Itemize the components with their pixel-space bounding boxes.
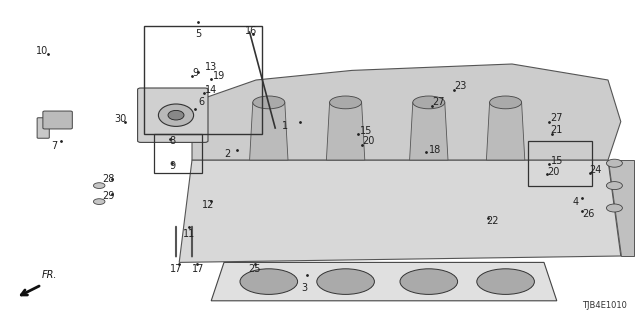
Text: 28: 28 [102, 174, 115, 184]
Text: FR.: FR. [42, 270, 57, 280]
Text: 5: 5 [195, 28, 202, 39]
Ellipse shape [607, 204, 623, 212]
Ellipse shape [317, 269, 374, 294]
Text: 7: 7 [51, 140, 58, 151]
Text: 15: 15 [550, 156, 563, 166]
Ellipse shape [159, 104, 193, 126]
Text: 10: 10 [35, 46, 48, 56]
Text: 25: 25 [248, 264, 261, 275]
Text: 18: 18 [429, 145, 442, 156]
Ellipse shape [490, 96, 522, 109]
Ellipse shape [240, 269, 298, 294]
FancyBboxPatch shape [37, 118, 49, 138]
Text: 17: 17 [170, 264, 182, 275]
Ellipse shape [607, 182, 623, 189]
Polygon shape [608, 160, 634, 256]
Ellipse shape [168, 110, 184, 120]
Text: 6: 6 [198, 97, 205, 108]
Text: 13: 13 [205, 62, 218, 72]
Text: 8: 8 [170, 136, 176, 147]
Text: 14: 14 [205, 85, 218, 95]
Text: 20: 20 [362, 136, 374, 147]
Bar [528, 141, 592, 186]
Text: 3: 3 [301, 283, 307, 293]
Text: 1: 1 [282, 121, 288, 132]
Polygon shape [486, 102, 525, 160]
Bar [154, 134, 202, 173]
Polygon shape [326, 102, 365, 160]
Polygon shape [179, 160, 621, 262]
Text: 20: 20 [547, 167, 560, 177]
Ellipse shape [93, 183, 105, 188]
Text: 9: 9 [192, 68, 198, 78]
Text: 21: 21 [550, 125, 563, 135]
Text: 11: 11 [182, 229, 195, 239]
Text: 26: 26 [582, 209, 595, 220]
Text: 27: 27 [550, 113, 563, 123]
Text: 22: 22 [486, 216, 499, 227]
Text: 29: 29 [102, 191, 115, 201]
Ellipse shape [253, 96, 285, 109]
Text: 4: 4 [573, 196, 579, 207]
Text: 16: 16 [245, 26, 258, 36]
Text: 9: 9 [170, 161, 176, 171]
Text: 2: 2 [224, 148, 230, 159]
Text: 23: 23 [454, 81, 467, 91]
Ellipse shape [413, 96, 445, 109]
Ellipse shape [330, 96, 362, 109]
Text: 15: 15 [360, 125, 372, 136]
Text: 30: 30 [114, 114, 127, 124]
Ellipse shape [477, 269, 534, 294]
Polygon shape [250, 102, 288, 160]
Text: 12: 12 [202, 200, 214, 211]
Ellipse shape [93, 199, 105, 204]
Text: 24: 24 [589, 164, 602, 175]
Text: 17: 17 [192, 264, 205, 275]
FancyBboxPatch shape [43, 111, 72, 129]
Bar [144, 26, 262, 134]
Text: TJB4E1010: TJB4E1010 [582, 301, 627, 310]
Text: 27: 27 [432, 97, 445, 108]
FancyBboxPatch shape [138, 88, 208, 142]
Ellipse shape [607, 159, 623, 167]
Polygon shape [211, 262, 557, 301]
Ellipse shape [400, 269, 458, 294]
Polygon shape [192, 64, 621, 160]
Text: 19: 19 [212, 71, 225, 81]
Polygon shape [410, 102, 448, 160]
